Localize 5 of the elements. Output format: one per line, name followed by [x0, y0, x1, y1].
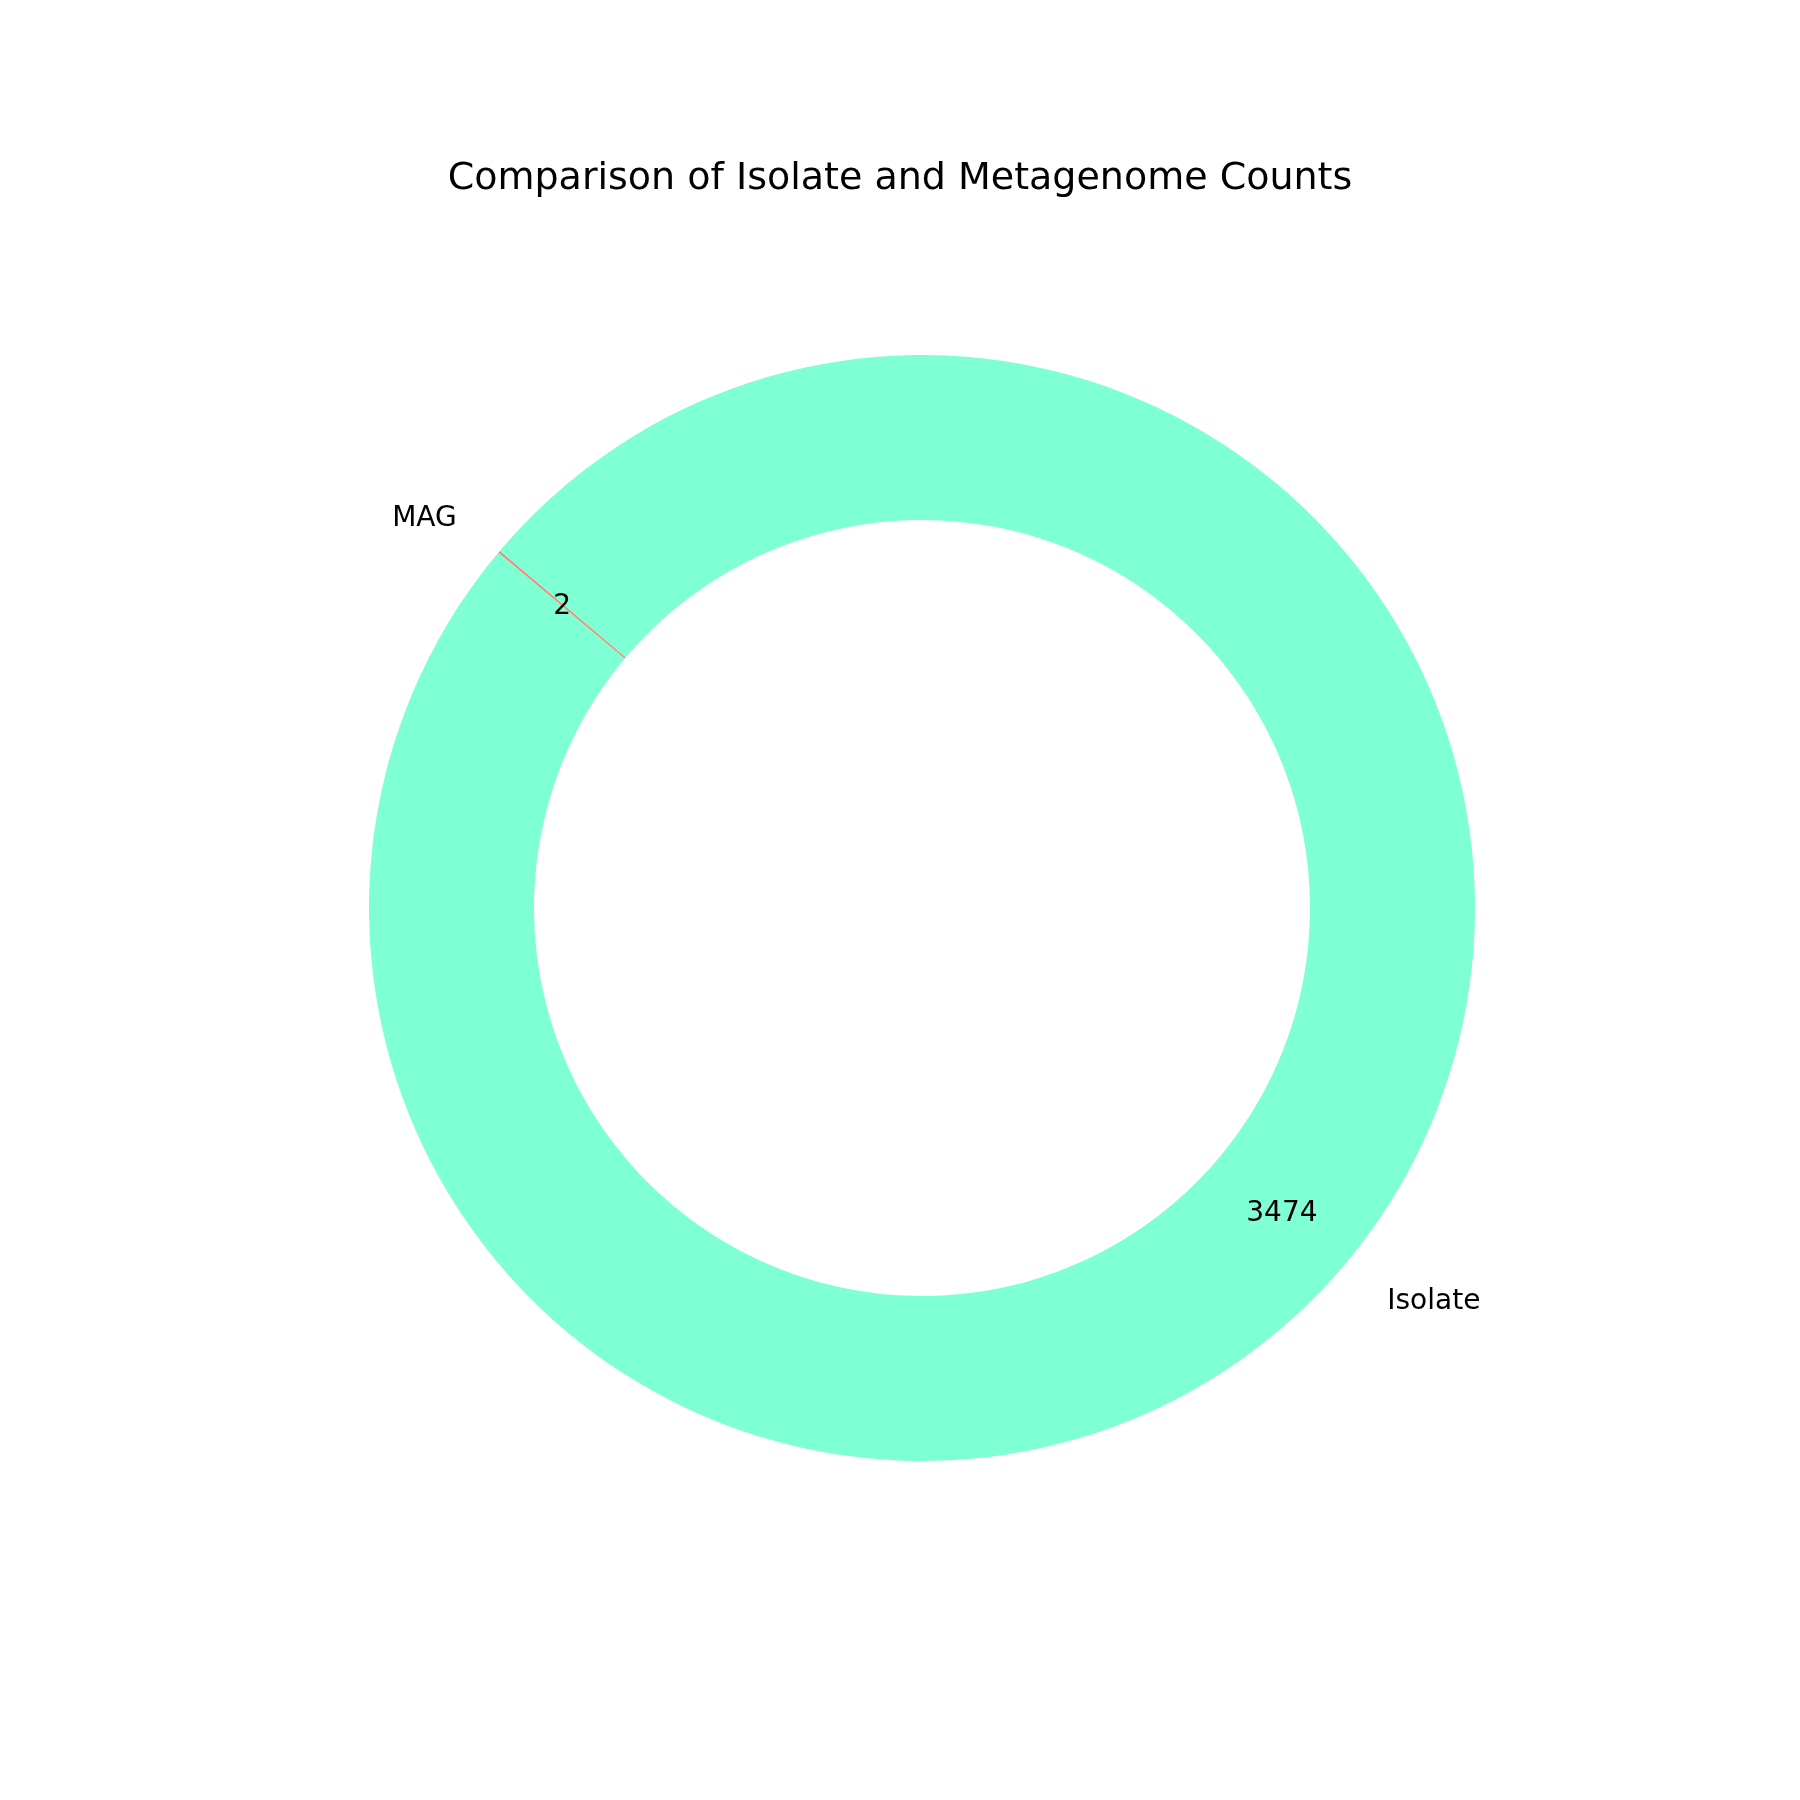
data-label: 3474: [1246, 1194, 1318, 1228]
slice-label: Isolate: [1387, 1283, 1481, 1317]
data-label: 2: [553, 588, 572, 622]
slice-label: MAG: [392, 499, 457, 533]
chart-title: Comparison of Isolate and Metagenome Counts: [447, 154, 1353, 198]
